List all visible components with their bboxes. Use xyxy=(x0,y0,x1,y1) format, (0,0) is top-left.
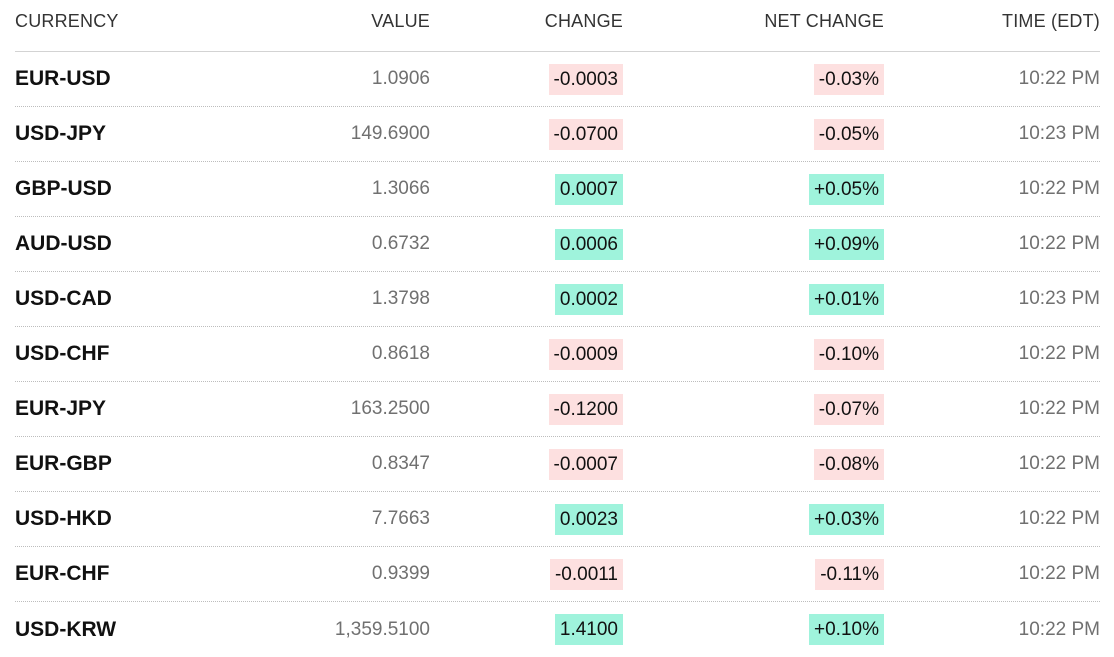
table-row[interactable]: USD-HKD 7.7663 0.0023 +0.03% 10:22 PM xyxy=(15,492,1100,547)
table-row[interactable]: USD-CAD 1.3798 0.0002 +0.01% 10:23 PM xyxy=(15,272,1100,327)
net-change-value: +0.03% xyxy=(809,503,884,535)
currency-pair[interactable]: GBP-USD xyxy=(15,177,112,200)
change-value: 0.0006 xyxy=(554,228,623,260)
rate-value: 163.2500 xyxy=(350,398,430,419)
timestamp: 10:22 PM xyxy=(1018,453,1100,474)
net-change-value: -0.10% xyxy=(813,338,884,370)
change-value: 0.0002 xyxy=(554,283,623,315)
currency-pair[interactable]: USD-CAD xyxy=(15,287,112,310)
net-change-value: -0.11% xyxy=(815,558,884,590)
net-change-value: +0.10% xyxy=(809,614,884,645)
table-row[interactable]: EUR-GBP 0.8347 -0.0007 -0.08% 10:22 PM xyxy=(15,437,1100,492)
change-value: -0.0007 xyxy=(548,448,623,480)
net-change-value: +0.01% xyxy=(809,283,884,315)
currency-pair[interactable]: EUR-JPY xyxy=(15,397,107,420)
column-header-currency[interactable]: CURRENCY xyxy=(15,11,119,31)
currency-pair[interactable]: EUR-GBP xyxy=(15,452,112,475)
table-row[interactable]: USD-KRW 1,359.5100 1.4100 +0.10% 10:22 P… xyxy=(15,602,1100,657)
rate-value: 0.9399 xyxy=(371,563,430,584)
timestamp: 10:22 PM xyxy=(1018,343,1100,364)
table-row[interactable]: EUR-CHF 0.9399 -0.0011 -0.11% 10:22 PM xyxy=(15,547,1100,602)
timestamp: 10:22 PM xyxy=(1018,68,1100,89)
column-header-change[interactable]: CHANGE xyxy=(544,11,623,31)
timestamp: 10:22 PM xyxy=(1018,398,1100,419)
column-header-time[interactable]: TIME (EDT) xyxy=(1002,11,1100,31)
timestamp: 10:23 PM xyxy=(1018,288,1100,309)
change-value: -0.0009 xyxy=(548,338,623,370)
table-row[interactable]: GBP-USD 1.3066 0.0007 +0.05% 10:22 PM xyxy=(15,162,1100,217)
currency-pair[interactable]: USD-CHF xyxy=(15,342,110,365)
column-header-value[interactable]: VALUE xyxy=(371,11,430,31)
rate-value: 1,359.5100 xyxy=(334,618,430,640)
rate-value: 0.6732 xyxy=(371,233,430,254)
table-row[interactable]: EUR-JPY 163.2500 -0.1200 -0.07% 10:22 PM xyxy=(15,382,1100,437)
rate-value: 149.6900 xyxy=(350,123,430,144)
change-value: -0.0003 xyxy=(548,63,623,95)
timestamp: 10:22 PM xyxy=(1018,563,1100,584)
currency-pair[interactable]: EUR-CHF xyxy=(15,562,110,585)
change-value: 0.0023 xyxy=(554,503,623,535)
currency-pair[interactable]: USD-JPY xyxy=(15,122,107,145)
currency-pair[interactable]: AUD-USD xyxy=(15,232,112,255)
net-change-value: -0.05% xyxy=(813,118,884,150)
rate-value: 0.8618 xyxy=(371,343,430,364)
table-row[interactable]: USD-JPY 149.6900 -0.0700 -0.05% 10:23 PM xyxy=(15,107,1100,162)
change-value: -0.0011 xyxy=(549,558,623,590)
table-row[interactable]: EUR-USD 1.0906 -0.0003 -0.03% 10:22 PM xyxy=(15,52,1100,107)
column-header-net-change[interactable]: NET CHANGE xyxy=(764,11,884,31)
timestamp: 10:22 PM xyxy=(1018,233,1100,254)
change-value: 0.0007 xyxy=(554,173,623,205)
currency-pair[interactable]: USD-HKD xyxy=(15,507,112,530)
timestamp: 10:22 PM xyxy=(1018,618,1100,640)
net-change-value: -0.03% xyxy=(813,63,884,95)
currency-pair[interactable]: USD-KRW xyxy=(15,617,117,641)
table-row[interactable]: USD-CHF 0.8618 -0.0009 -0.10% 10:22 PM xyxy=(15,327,1100,382)
rate-value: 7.7663 xyxy=(371,508,430,529)
table-header-row: CURRENCY VALUE CHANGE NET CHANGE TIME (E… xyxy=(15,0,1100,52)
net-change-value: +0.05% xyxy=(809,173,884,205)
rate-value: 0.8347 xyxy=(371,453,430,474)
timestamp: 10:22 PM xyxy=(1018,178,1100,199)
rate-value: 1.3066 xyxy=(371,178,430,199)
net-change-value: +0.09% xyxy=(809,228,884,260)
rate-value: 1.0906 xyxy=(371,68,430,89)
timestamp: 10:23 PM xyxy=(1018,123,1100,144)
change-value: -0.0700 xyxy=(548,118,623,150)
net-change-value: -0.07% xyxy=(813,393,884,425)
table-row[interactable]: AUD-USD 0.6732 0.0006 +0.09% 10:22 PM xyxy=(15,217,1100,272)
currency-table: CURRENCY VALUE CHANGE NET CHANGE TIME (E… xyxy=(15,0,1100,657)
change-value: -0.1200 xyxy=(548,393,623,425)
timestamp: 10:22 PM xyxy=(1018,508,1100,529)
currency-pair[interactable]: EUR-USD xyxy=(15,67,111,90)
rate-value: 1.3798 xyxy=(371,288,430,309)
net-change-value: -0.08% xyxy=(813,448,884,480)
change-value: 1.4100 xyxy=(554,614,623,645)
